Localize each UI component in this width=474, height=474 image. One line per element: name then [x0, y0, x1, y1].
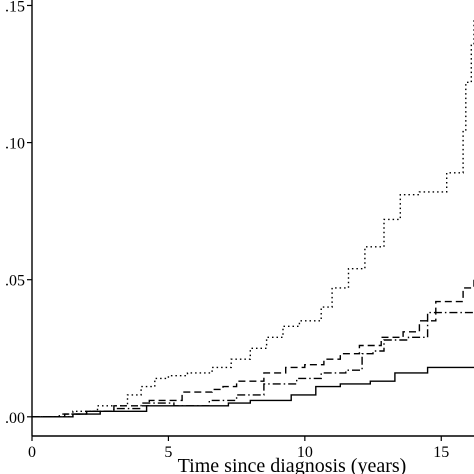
y-tick-label: .10 — [5, 136, 25, 153]
x-tick-label: 0 — [28, 444, 36, 461]
y-tick-label: .15 — [5, 0, 25, 15]
series-line-dotted — [32, 19, 474, 418]
series-line-dashed — [32, 279, 474, 418]
series-line-solid — [32, 366, 474, 418]
y-tick-label: .00 — [5, 410, 25, 427]
x-tick-label: 15 — [433, 444, 449, 461]
axes: .00 .05 .10 .15 0 5 10 15 — [5, 0, 474, 461]
series-line-dash-dot — [32, 311, 474, 418]
x-axis-title: Time since diagnosis (years) — [178, 455, 407, 474]
y-tick-label: .05 — [5, 273, 25, 290]
series-layer — [32, 19, 474, 418]
x-tick-label: 10 — [297, 444, 313, 461]
x-tick-label: 5 — [164, 444, 172, 461]
